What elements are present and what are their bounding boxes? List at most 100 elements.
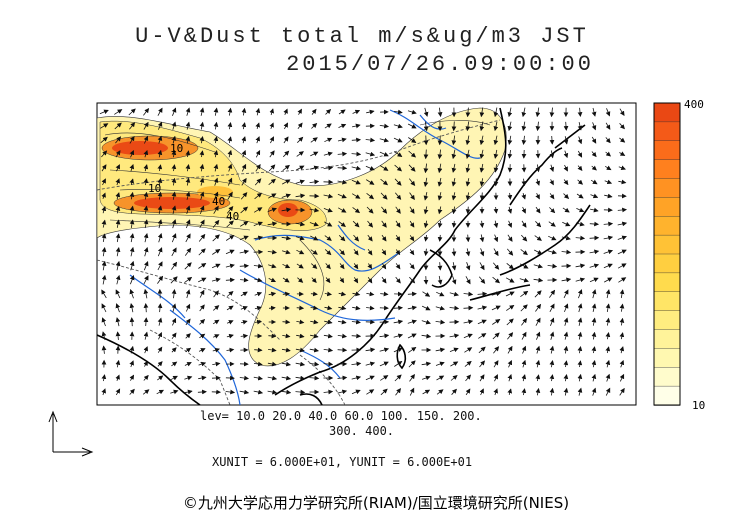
- wind-arrow: [171, 247, 177, 257]
- wind-arrow: [479, 374, 485, 382]
- wind-arrow: [605, 303, 611, 312]
- wind-arrow: [605, 122, 611, 130]
- wind-arrow: [170, 389, 179, 395]
- wind-arrow: [199, 205, 205, 215]
- wind-arrow: [450, 361, 459, 367]
- wind-arrow: [337, 137, 347, 143]
- contour-label: 10: [148, 182, 161, 195]
- wind-arrow: [185, 347, 192, 353]
- wind-arrow: [563, 121, 569, 131]
- wind-arrow: [366, 305, 375, 311]
- wind-arrow: [351, 375, 362, 381]
- wind-arrow: [535, 121, 541, 132]
- wind-arrow: [407, 333, 417, 339]
- wind-arrow: [353, 248, 359, 256]
- wind-arrow: [129, 164, 135, 172]
- wind-arrow: [198, 248, 206, 256]
- wind-arrow: [535, 178, 541, 186]
- wind-arrow: [575, 277, 586, 283]
- wind-arrow: [226, 305, 234, 311]
- wind-arrow: [239, 263, 249, 269]
- wind-arrow: [549, 303, 555, 312]
- wind-arrow: [253, 263, 263, 269]
- wind-arrow: [351, 361, 362, 367]
- wind-arrow: [241, 149, 247, 158]
- wind-arrow: [605, 359, 611, 368]
- wind-arrow: [591, 360, 597, 368]
- wind-arrow: [269, 136, 274, 144]
- wind-arrow: [521, 192, 527, 200]
- wind-arrow: [143, 275, 149, 285]
- wind-arrow: [281, 375, 292, 381]
- wind-arrow: [589, 249, 600, 255]
- wind-arrow: [143, 331, 149, 340]
- wind-arrow: [185, 233, 191, 243]
- wind-arrow: [407, 291, 417, 297]
- wind-arrow: [115, 331, 121, 340]
- wind-arrow: [437, 135, 443, 146]
- wind-arrow: [309, 361, 320, 367]
- wind-arrow: [505, 291, 515, 297]
- wind-arrow: [297, 122, 303, 130]
- wind-arrow: [479, 121, 485, 132]
- wind-arrow: [477, 291, 488, 297]
- wind-arrow: [129, 360, 134, 368]
- wind-arrow: [310, 249, 318, 255]
- wind-arrow: [449, 305, 460, 311]
- wind-arrow: [338, 319, 347, 325]
- wind-arrow: [493, 374, 498, 382]
- wind-arrow: [491, 291, 502, 297]
- wind-vectors: [99, 107, 628, 396]
- wind-arrow: [506, 304, 515, 311]
- wind-arrow: [549, 207, 556, 214]
- wind-arrow: [337, 389, 348, 395]
- wind-arrow: [254, 291, 263, 297]
- wind-arrow: [268, 347, 277, 353]
- wind-arrow: [101, 192, 106, 199]
- wind-arrow: [171, 332, 177, 340]
- wind-arrow: [143, 303, 149, 313]
- wind-arrow: [380, 375, 389, 381]
- wind-arrow: [254, 277, 263, 283]
- wind-arrow: [268, 178, 276, 186]
- wind-arrow: [282, 179, 291, 185]
- wind-arrow: [282, 319, 291, 325]
- wind-arrow: [185, 177, 191, 186]
- wind-arrow: [576, 207, 585, 213]
- wind-arrow: [198, 375, 207, 381]
- wind-arrow: [171, 135, 177, 144]
- wind-arrow: [605, 387, 611, 396]
- wind-arrow: [479, 262, 485, 271]
- wind-arrow: [171, 289, 177, 299]
- wind-arrow: [423, 234, 429, 242]
- wind-arrow: [129, 275, 135, 285]
- wind-arrow: [324, 235, 332, 241]
- wind-arrow: [199, 333, 206, 339]
- wind-arrow: [394, 192, 402, 200]
- wind-arrow: [352, 123, 361, 129]
- wind-arrow: [212, 249, 221, 255]
- wind-arrow: [577, 136, 583, 145]
- wind-arrow: [199, 136, 205, 144]
- wind-arrow: [577, 179, 583, 185]
- wind-arrow: [323, 193, 334, 199]
- wind-arrow: [310, 319, 319, 325]
- wind-arrow: [381, 206, 388, 214]
- wind-arrow: [465, 149, 471, 159]
- wind-arrow: [225, 235, 235, 241]
- wind-arrow: [115, 359, 121, 368]
- wind-arrow: [101, 289, 107, 299]
- wind-arrow: [282, 164, 290, 171]
- colorbar-swatch: [653, 385, 681, 406]
- wind-arrow: [171, 205, 177, 214]
- wind-arrow: [547, 249, 557, 255]
- wind-arrow: [521, 374, 527, 382]
- wind-arrow: [185, 191, 191, 200]
- wind-arrow: [507, 149, 513, 159]
- wind-arrow: [505, 277, 515, 283]
- wind-arrow: [240, 192, 248, 200]
- wind-arrow: [253, 361, 263, 367]
- wind-arrow: [451, 206, 457, 215]
- wind-arrow: [239, 221, 249, 227]
- wind-arrow: [591, 136, 597, 144]
